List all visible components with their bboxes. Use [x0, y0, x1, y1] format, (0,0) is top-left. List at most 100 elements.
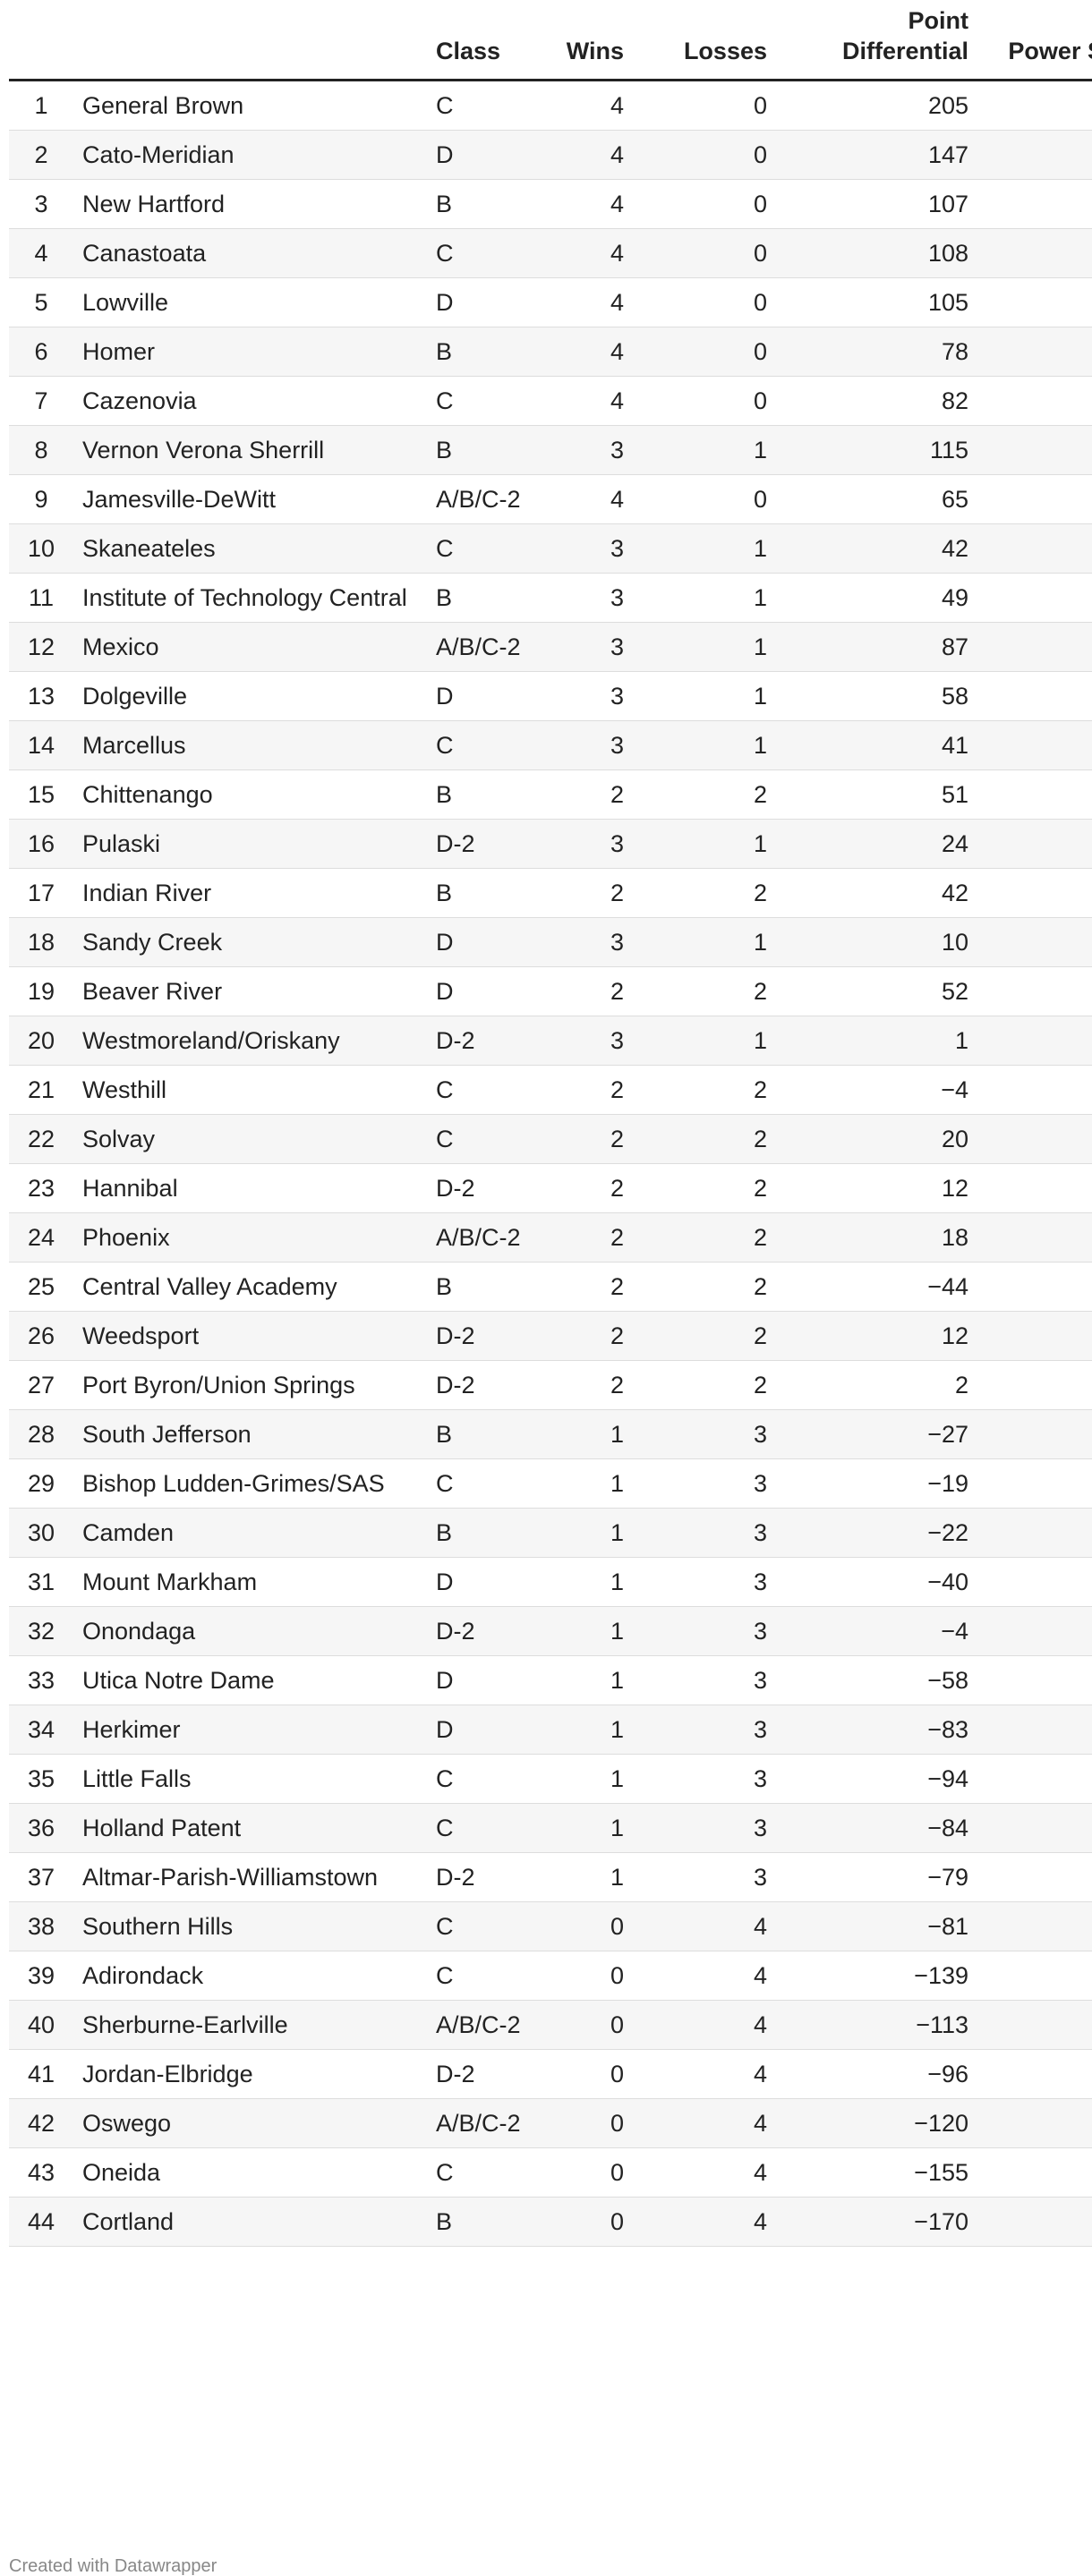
power-score-cell: 0.70: [977, 622, 1092, 672]
wins-cell: 3: [534, 573, 633, 623]
class-cell: C: [427, 1458, 534, 1509]
power-score-cell: 0.83: [977, 474, 1092, 524]
power-score-cell: 0.68: [977, 671, 1092, 721]
power-score-cell: 0.13: [977, 1754, 1092, 1804]
team-cell: South Jefferson: [73, 1409, 427, 1459]
power-score-cell: 0.67: [977, 720, 1092, 770]
team-cell: Skaneateles: [73, 523, 427, 574]
wins-cell: 3: [534, 819, 633, 869]
wins-cell: 2: [534, 1262, 633, 1312]
wins-cell: 4: [534, 327, 633, 377]
table-row: 6HomerB40780.93: [9, 327, 1092, 377]
wins-cell: 2: [534, 1311, 633, 1361]
power-score-cell: 0.74: [977, 523, 1092, 574]
rank-cell: 18: [9, 917, 73, 967]
class-cell: D-2: [427, 1360, 534, 1410]
team-cell: Cato-Meridian: [73, 130, 427, 180]
class-cell: B: [427, 425, 534, 475]
rank-cell: 31: [9, 1557, 73, 1607]
power-score-cell: 0.59: [977, 917, 1092, 967]
rank-cell: 7: [9, 376, 73, 426]
wins-cell: 3: [534, 622, 633, 672]
team-cell: Sandy Creek: [73, 917, 427, 967]
power-score-cell: 0.21: [977, 1606, 1092, 1656]
point-differential-cell: 65: [776, 474, 977, 524]
table-row: 15ChittenangoB22510.61: [9, 769, 1092, 820]
point-differential-cell: 42: [776, 868, 977, 918]
point-differential-cell: −40: [776, 1557, 977, 1607]
rank-cell: 26: [9, 1311, 73, 1361]
power-score-cell: −0.15: [977, 2147, 1092, 2198]
power-score-cell: −0.13: [977, 2049, 1092, 2099]
wins-cell: 1: [534, 1852, 633, 1902]
power-score-cell: 0.29: [977, 1409, 1092, 1459]
wins-cell: 3: [534, 523, 633, 574]
class-cell: B: [427, 769, 534, 820]
losses-cell: 4: [633, 2000, 776, 2050]
point-differential-cell: 12: [776, 1311, 977, 1361]
losses-cell: 2: [633, 1065, 776, 1115]
rank-cell: 41: [9, 2049, 73, 2099]
rank-cell: 22: [9, 1114, 73, 1164]
wins-cell: 1: [534, 1606, 633, 1656]
class-cell: C: [427, 1754, 534, 1804]
wins-cell: 1: [534, 1803, 633, 1853]
team-cell: General Brown: [73, 80, 427, 131]
losses-cell: 0: [633, 130, 776, 180]
rank-cell: 36: [9, 1803, 73, 1853]
rank-cell: 14: [9, 720, 73, 770]
table-row: 10SkaneatelesC31420.74: [9, 523, 1092, 574]
rank-cell: 8: [9, 425, 73, 475]
team-cell: Herkimer: [73, 1705, 427, 1755]
class-cell: C: [427, 1901, 534, 1951]
losses-cell: 3: [633, 1655, 776, 1705]
team-cell: Lowville: [73, 277, 427, 327]
team-cell: Indian River: [73, 868, 427, 918]
wins-cell: 4: [534, 277, 633, 327]
losses-cell: 3: [633, 1852, 776, 1902]
team-cell: Weedsport: [73, 1311, 427, 1361]
rank-cell: 6: [9, 327, 73, 377]
wins-cell: 1: [534, 1508, 633, 1558]
rank-cell: 3: [9, 179, 73, 229]
losses-cell: 0: [633, 228, 776, 278]
wins-cell: 0: [534, 2000, 633, 2050]
wins-cell: 3: [534, 720, 633, 770]
losses-cell: 0: [633, 474, 776, 524]
wins-cell: 0: [534, 2049, 633, 2099]
team-cell: Phoenix: [73, 1212, 427, 1262]
losses-cell: 0: [633, 80, 776, 131]
class-cell: B: [427, 1508, 534, 1558]
power-score-cell: 0.93: [977, 327, 1092, 377]
class-cell: C: [427, 1114, 534, 1164]
team-cell: Camden: [73, 1508, 427, 1558]
class-cell: B: [427, 1262, 534, 1312]
losses-cell: 0: [633, 376, 776, 426]
footer: Created with Datawrapper: [9, 2556, 218, 2576]
power-score-cell: 0.23: [977, 1508, 1092, 1558]
losses-cell: 2: [633, 1163, 776, 1213]
team-cell: Solvay: [73, 1114, 427, 1164]
point-differential-cell: −19: [776, 1458, 977, 1509]
class-cell: D-2: [427, 1852, 534, 1902]
class-cell: C: [427, 376, 534, 426]
losses-cell: 3: [633, 1458, 776, 1509]
power-score-cell: 0.59: [977, 868, 1092, 918]
wins-cell: 3: [534, 1016, 633, 1066]
point-differential-cell: 12: [776, 1163, 977, 1213]
point-differential-cell: 10: [776, 917, 977, 967]
wins-cell: 1: [534, 1557, 633, 1607]
point-differential-cell: 20: [776, 1114, 977, 1164]
